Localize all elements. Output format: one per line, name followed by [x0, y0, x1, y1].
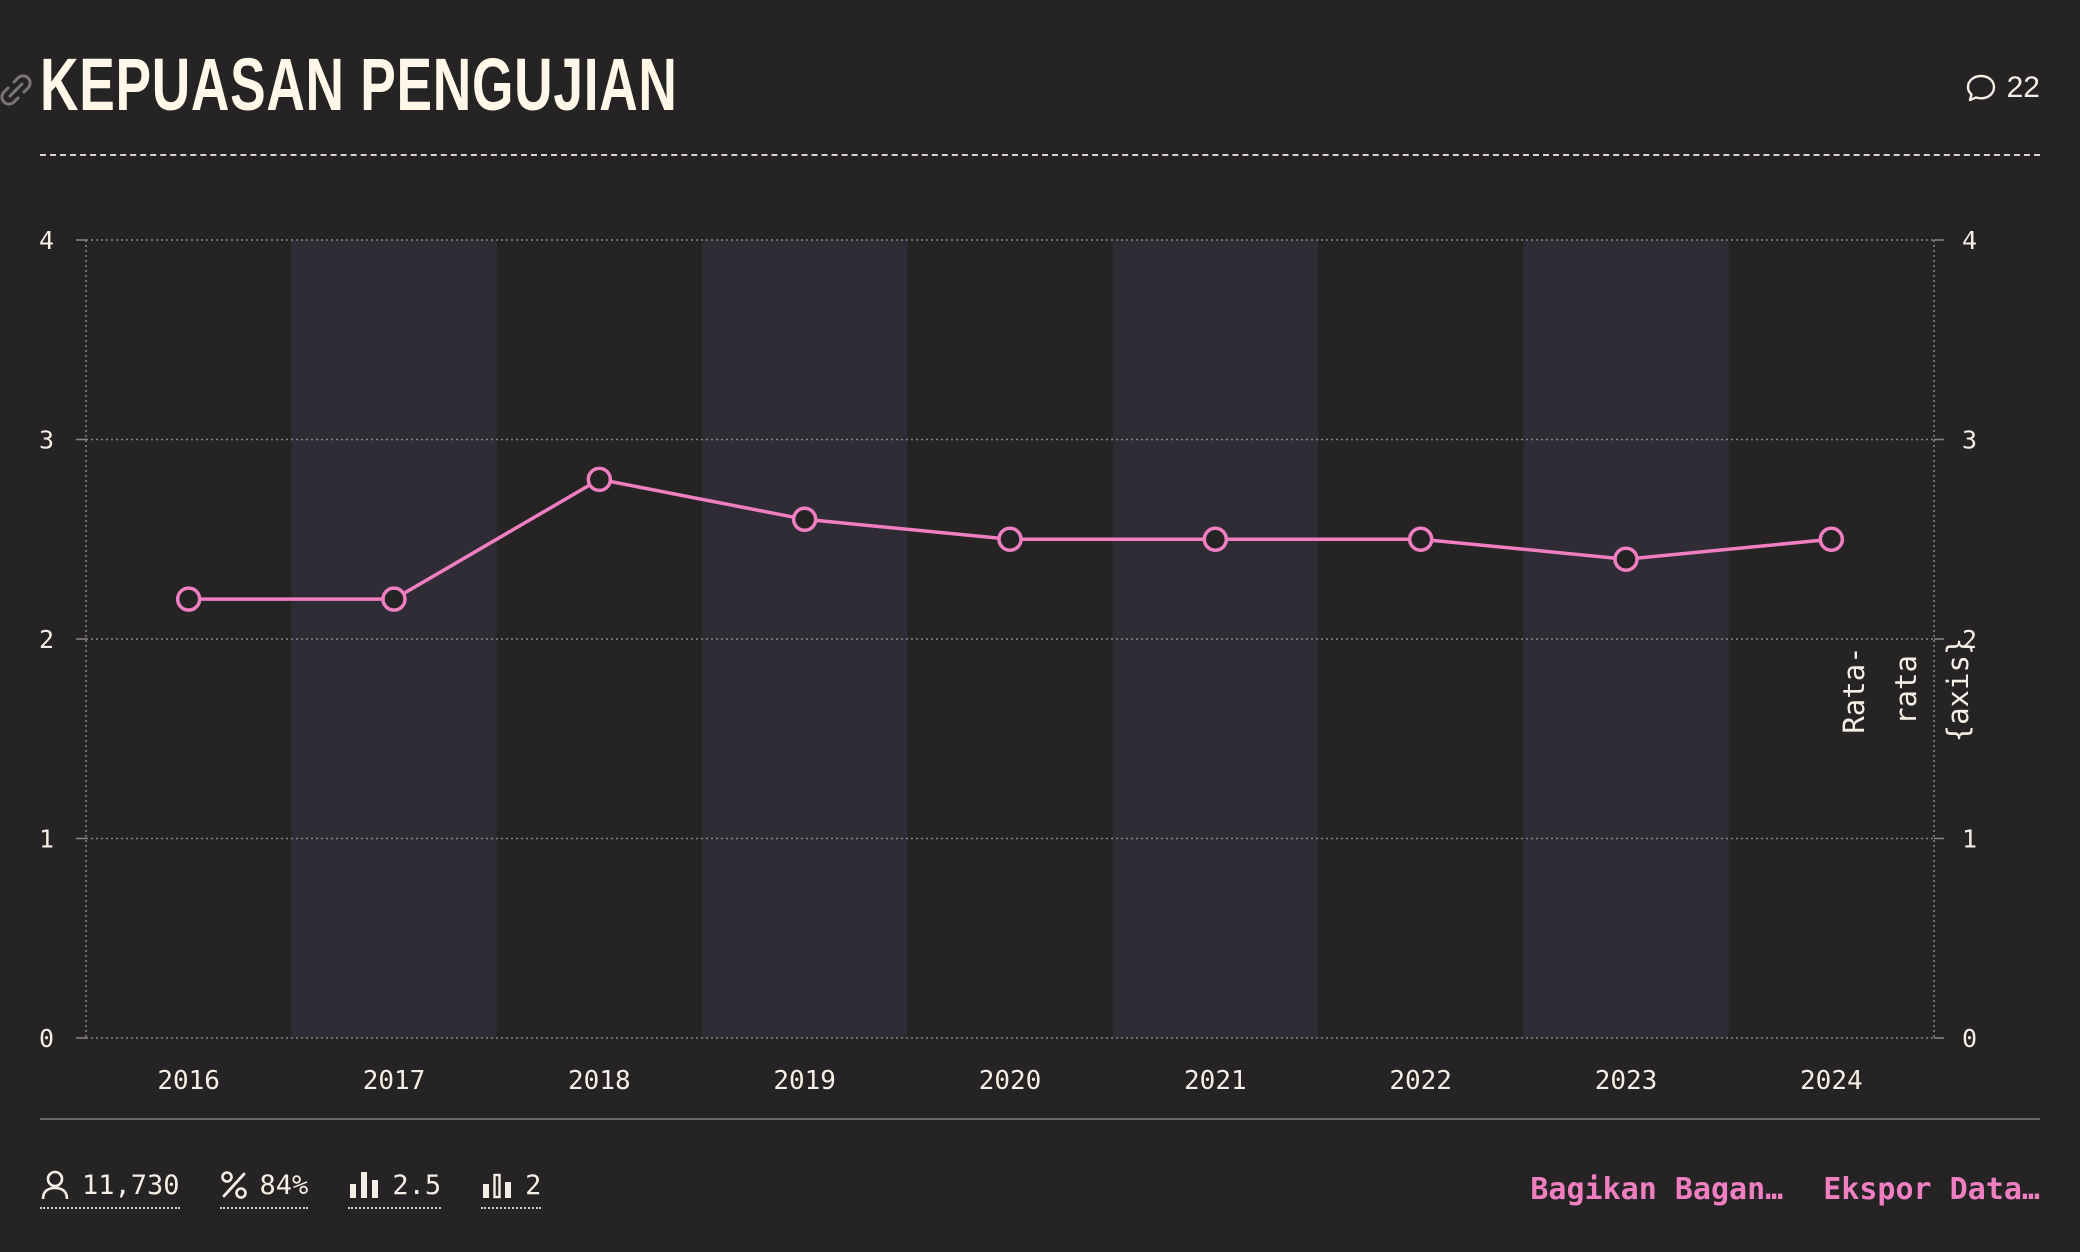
- x-tick-label: 2018: [568, 1066, 631, 1096]
- data-point: [178, 588, 200, 610]
- x-tick-label: 2017: [363, 1066, 426, 1096]
- y-tick-label-left: 3: [39, 426, 54, 455]
- stat-mode-value: 2: [525, 1170, 541, 1201]
- x-tick-label: 2022: [1389, 1066, 1452, 1096]
- stat-mode[interactable]: 2: [481, 1170, 541, 1209]
- data-point: [383, 588, 405, 610]
- y-tick-label-left: 1: [39, 825, 54, 854]
- y-tick-label-left: 4: [39, 226, 54, 255]
- stat-respondents[interactable]: 11,730: [40, 1169, 180, 1209]
- percent-icon: [220, 1170, 248, 1200]
- right-axis-label: rata: [1889, 655, 1923, 725]
- right-axis-label: {axis}: [1941, 638, 1975, 743]
- data-point: [1204, 528, 1226, 550]
- x-tick-label: 2019: [773, 1066, 836, 1096]
- footer-actions: Bagikan Bagan… Ekspor Data…: [1530, 1164, 2040, 1214]
- y-tick-label-left: 2: [39, 625, 54, 654]
- data-point: [794, 508, 816, 530]
- data-point: [1410, 528, 1432, 550]
- chart-header: KEPUASAN PENGUJIAN 22: [40, 40, 2040, 156]
- y-tick-label-right: 4: [1962, 226, 1977, 255]
- x-tick-label: 2024: [1800, 1066, 1863, 1096]
- stat-percent-value: 84%: [260, 1170, 309, 1201]
- page-title: KEPUASAN PENGUJIAN: [40, 40, 678, 130]
- comment-icon: [1965, 72, 1997, 104]
- bar-chart-outline-icon: [481, 1170, 513, 1200]
- person-icon: [40, 1169, 70, 1201]
- footer-divider: [40, 1118, 2040, 1120]
- x-tick-label: 2020: [979, 1066, 1042, 1096]
- stat-percent[interactable]: 84%: [220, 1170, 309, 1209]
- export-data-button[interactable]: Ekspor Data…: [1823, 1172, 2040, 1207]
- x-tick-label: 2021: [1184, 1066, 1247, 1096]
- stat-average-value: 2.5: [392, 1170, 441, 1201]
- y-tick-label-right: 3: [1962, 426, 1977, 455]
- right-axis-label: Rata-: [1837, 646, 1871, 733]
- data-point: [1820, 528, 1842, 550]
- y-tick-label-left: 0: [39, 1024, 54, 1053]
- x-tick-label: 2016: [157, 1066, 220, 1096]
- y-tick-label-right: 1: [1962, 825, 1977, 854]
- data-point: [1615, 548, 1637, 570]
- data-point: [999, 528, 1021, 550]
- data-point: [588, 468, 610, 490]
- comment-count: 22: [2007, 71, 2040, 105]
- x-tick-label: 2023: [1595, 1066, 1658, 1096]
- footer-stats: 11,730 84% 2.5 2: [40, 1164, 541, 1214]
- line-chart: 0 0 1 1 2 2 3 3 4 4 2016 2017 2018 2019 2020 2021 2022 20…: [0, 200, 2080, 1100]
- bar-chart-icon: [348, 1170, 380, 1200]
- comments-button[interactable]: 22: [1965, 68, 2040, 108]
- y-tick-label-right: 0: [1962, 1024, 1977, 1053]
- stat-average[interactable]: 2.5: [348, 1170, 441, 1209]
- share-chart-button[interactable]: Bagikan Bagan…: [1530, 1172, 1783, 1207]
- link-icon[interactable]: [0, 70, 36, 110]
- stat-respondents-value: 11,730: [82, 1170, 180, 1201]
